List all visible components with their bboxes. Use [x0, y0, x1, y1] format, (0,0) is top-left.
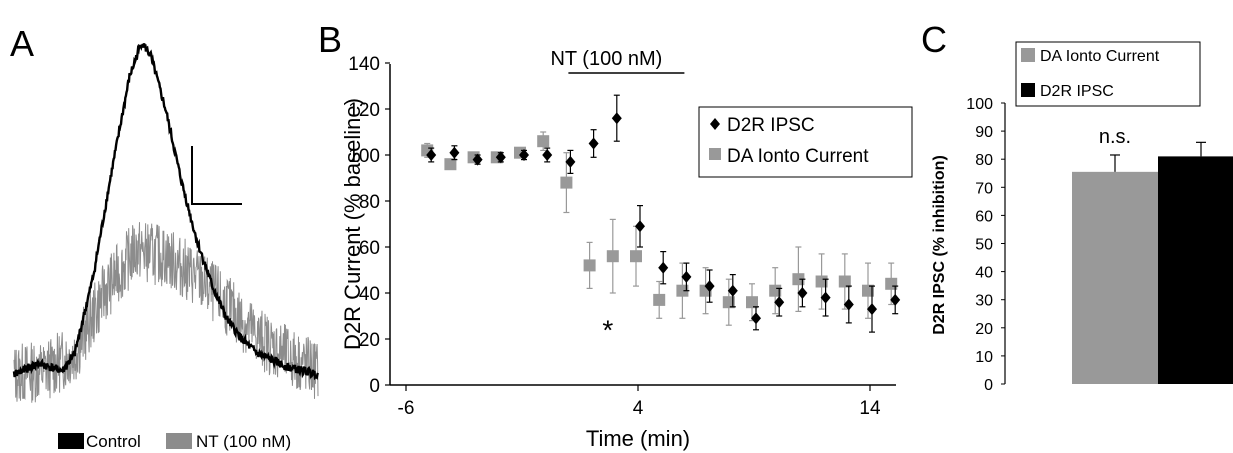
point-da-ionto-current: [653, 293, 666, 306]
y-tick-label: 100: [966, 96, 993, 113]
point-d2r-ipsc: [449, 146, 460, 159]
legend-label-nt: NT (100 nM): [196, 432, 291, 451]
significance-asterisk: *: [602, 315, 613, 346]
bar-d2r-ipsc: [1158, 156, 1233, 384]
point-da-ionto-current: [769, 284, 782, 297]
point-d2r-ipsc: [565, 155, 576, 168]
point-d2r-ipsc: [588, 137, 599, 150]
y-tick-label: 40: [359, 284, 380, 305]
panel-c-letter: C: [921, 19, 947, 60]
point-d2r-ipsc: [658, 261, 669, 274]
point-da-ionto-current: [676, 284, 689, 297]
y-tick-label: 60: [359, 238, 380, 259]
y-tick-label: 40: [975, 265, 993, 282]
point-d2r-ipsc: [704, 280, 715, 293]
y-tick-label: 50: [975, 237, 993, 254]
point-da-ionto-current: [630, 250, 642, 263]
panel-c: C 0 10 20 30 40 50 60 70 80 90 100 D2R IPSC (% inhi…: [921, 19, 1233, 394]
legend-label-da-ionto: DA Ionto Current: [727, 146, 869, 167]
panel-a: A Control NT (100 nM): [10, 23, 320, 451]
y-tick-label: 70: [975, 180, 993, 197]
y-axis-title: D2R IPSC (% inhibition): [931, 155, 948, 335]
y-tick-label: 20: [359, 330, 380, 351]
point-da-ionto-current: [815, 275, 828, 288]
point-d2r-ipsc: [797, 287, 808, 299]
panel-a-letter: A: [10, 23, 34, 64]
point-da-ionto-current: [885, 277, 898, 290]
trace-nt-100nm: [13, 222, 319, 403]
legend-label-d2r-ipsc: D2R IPSC: [1040, 83, 1114, 100]
point-d2r-ipsc: [681, 270, 692, 283]
y-tick-label: 140: [348, 54, 380, 75]
point-d2r-ipsc: [426, 149, 437, 161]
legend-swatch-da-ionto: [1021, 48, 1035, 62]
point-d2r-ipsc: [843, 298, 854, 311]
y-tick-label: 10: [975, 349, 993, 366]
legend-label-da-ionto: DA Ionto Current: [1040, 48, 1160, 65]
point-da-ionto-current: [583, 259, 596, 272]
legend-label-d2r-ipsc: D2R IPSC: [727, 115, 815, 136]
point-da-ionto-current: [792, 273, 805, 286]
y-axis-title: D2R Current (% baseline): [340, 98, 365, 350]
point-d2r-ipsc: [611, 112, 622, 125]
point-d2r-ipsc: [867, 303, 877, 316]
legend-swatch-d2r-ipsc: [1021, 83, 1035, 97]
point-d2r-ipsc: [820, 291, 831, 304]
scale-bar: [191, 146, 242, 205]
legend-box: [698, 106, 913, 178]
legend-marker-d2r-ipsc: [710, 118, 720, 130]
treatment-label: NT (100 nM): [550, 48, 662, 70]
point-d2r-ipsc: [472, 153, 483, 166]
y-tick-label: 30: [975, 293, 993, 310]
y-tick-label: 120: [348, 100, 380, 121]
point-d2r-ipsc: [635, 220, 645, 233]
point-d2r-ipsc: [495, 151, 506, 164]
point-da-ionto-current: [862, 284, 874, 297]
y-tick-label: 0: [369, 376, 380, 397]
bar-da-ionto-current: [1072, 171, 1158, 384]
panel-b: B 0 20 40 60 80 100 120 140 -6 4 14 Time (min) D2R C…: [318, 19, 913, 451]
annotation-ns: n.s.: [1099, 126, 1131, 148]
point-d2r-ipsc: [519, 149, 529, 161]
point-da-ionto-current: [537, 135, 550, 148]
point-d2r-ipsc: [542, 149, 553, 161]
trace-control: [12, 43, 320, 381]
y-tick-label: 90: [975, 124, 993, 141]
point-da-ionto-current: [606, 250, 619, 263]
legend-label-control: Control: [86, 432, 141, 451]
x-tick-label: 4: [633, 398, 644, 419]
legend-swatch-nt: [166, 433, 192, 449]
y-tick-label: 80: [359, 192, 380, 213]
point-da-ionto-current: [444, 158, 457, 171]
point-da-ionto-current: [722, 296, 735, 309]
point-d2r-ipsc: [774, 296, 785, 309]
legend-swatch-control: [58, 433, 84, 449]
point-da-ionto-current: [746, 296, 758, 309]
legend-marker-da-ionto: [709, 148, 721, 160]
y-tick-label: 80: [975, 152, 993, 169]
point-da-ionto-current: [838, 275, 851, 288]
y-tick-label: 20: [975, 321, 993, 338]
x-tick-label: -6: [398, 398, 415, 419]
x-tick-label: 14: [859, 398, 881, 419]
y-tick-label: 100: [348, 146, 380, 167]
x-axis-title: Time (min): [586, 426, 690, 451]
y-tick-label: 0: [984, 377, 993, 394]
point-d2r-ipsc: [890, 293, 901, 306]
point-da-ionto-current: [560, 176, 573, 189]
legend-box: [1015, 41, 1201, 107]
panel-b-letter: B: [318, 19, 342, 60]
point-d2r-ipsc: [727, 284, 738, 297]
point-d2r-ipsc: [751, 312, 761, 325]
y-tick-label: 60: [975, 208, 993, 225]
